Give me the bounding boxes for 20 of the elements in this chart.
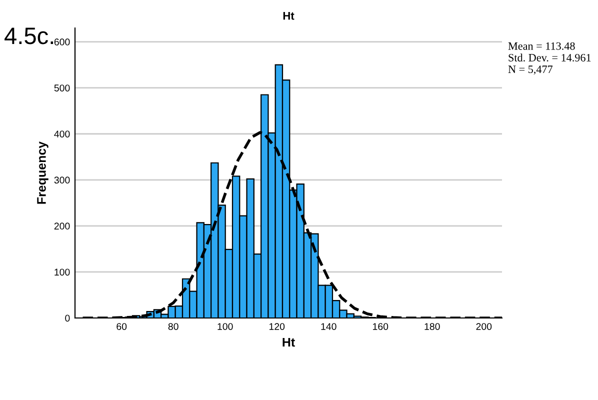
y-tick-label: 500 xyxy=(54,84,70,92)
y-tick-label: 100 xyxy=(54,268,70,276)
x-tick-label: 140 xyxy=(321,323,336,330)
text: 4.5c. xyxy=(4,28,54,44)
x-tick-label: 120 xyxy=(269,323,285,330)
y-tick-label: 0 xyxy=(65,314,70,322)
x-tick-label: 160 xyxy=(373,323,388,330)
x-tick-label: 80 xyxy=(168,323,178,330)
y-tick-label: 300 xyxy=(54,176,70,184)
x-tick-label: 200 xyxy=(476,323,492,330)
y-axis-title: Frequency xyxy=(37,141,48,204)
y-tick-label: 400 xyxy=(54,130,70,138)
x-tick-label: 100 xyxy=(218,323,233,330)
chart-title: Ht xyxy=(283,12,294,20)
x-axis-title: Ht xyxy=(282,338,295,347)
y-tick-label: 600 xyxy=(54,38,70,46)
x-tick-label: 180 xyxy=(424,323,440,330)
y-tick-label: 200 xyxy=(54,222,70,230)
text: Mean = 113.48 Std. Dev. = 14.961 N = 5,477 xyxy=(508,42,591,75)
x-tick-label: 60 xyxy=(116,323,127,330)
